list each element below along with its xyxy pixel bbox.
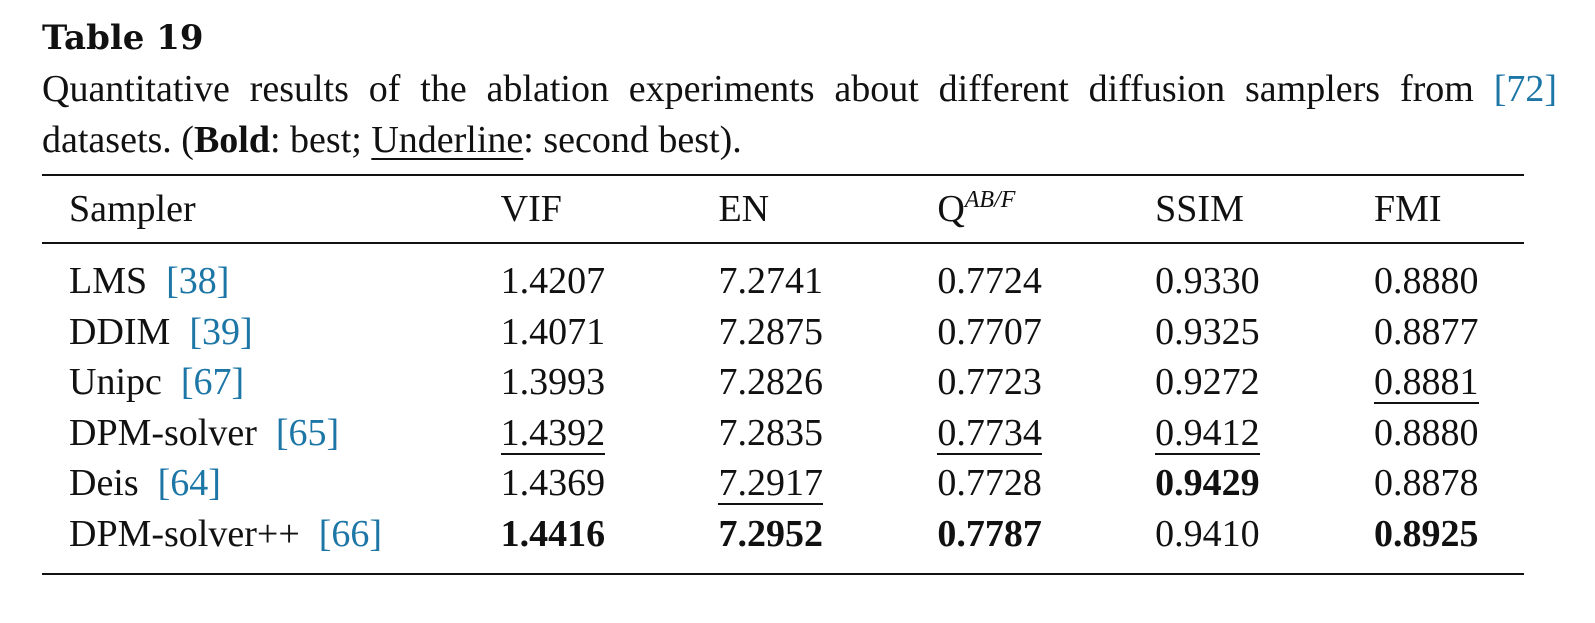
header-en: EN: [718, 188, 770, 230]
fmi-cell: 0.8881: [1374, 357, 1524, 408]
caption-bold-word: Bold: [193, 119, 270, 161]
sampler-cell: LMS [38]: [42, 243, 501, 307]
qabf-cell: 0.7728: [937, 462, 1042, 505]
sampler-citation[interactable]: [65]: [275, 411, 340, 454]
vif-cell: 1.4369: [500, 462, 606, 505]
fmi-cell: 0.8880: [1374, 260, 1479, 303]
en-cell: 7.2917: [718, 458, 937, 509]
sampler-name: DPM-solver++: [69, 512, 300, 555]
sampler-citation[interactable]: [67]: [180, 361, 245, 404]
caption-citation[interactable]: [72]: [1493, 68, 1557, 110]
en-cell: 7.2875: [718, 310, 823, 353]
best-value: 0.9429: [1155, 462, 1260, 505]
table-row: DDIM [39] 1.4071 7.2875 0.7707 0.9325 0.…: [42, 307, 1524, 358]
sampler-name: Deis: [69, 462, 139, 505]
sampler-citation[interactable]: [38]: [166, 260, 230, 303]
caption-text: : best;: [270, 119, 372, 161]
table-figure: Table 19 Quantitative results of the abl…: [42, 14, 1557, 574]
ssim-cell: 0.9429: [1155, 458, 1374, 509]
fmi-cell: 0.8877: [1374, 310, 1479, 353]
ssim-cell: 0.9272: [1155, 361, 1260, 404]
table-caption: Quantitative results of the ablation exp…: [42, 64, 1557, 166]
qabf-cell: 0.7787: [937, 509, 1155, 575]
vif-cell: 1.4071: [500, 310, 606, 353]
header-row: Sampler VIF EN QAB/F SSIM FMI: [42, 175, 1524, 243]
ssim-cell: 0.9325: [1155, 310, 1260, 353]
en-cell: 7.2826: [718, 361, 823, 404]
caption-text: : second best).: [523, 119, 742, 161]
vif-cell: 1.4207: [500, 260, 606, 303]
sampler-citation[interactable]: [39]: [189, 310, 253, 353]
table-row: LMS [38] 1.4207 7.2741 0.7724 0.9330 0.8…: [42, 243, 1524, 307]
vif-cell: 1.4392: [500, 408, 719, 459]
en-cell: 7.2741: [718, 260, 823, 303]
best-value: 0.8925: [1374, 512, 1479, 555]
sampler-name: DDIM: [69, 310, 171, 353]
en-cell: 7.2835: [718, 411, 823, 454]
second-best-value: 0.7734: [937, 411, 1042, 455]
header-fmi: FMI: [1374, 188, 1442, 230]
best-value: 7.2952: [718, 512, 823, 555]
en-cell: 7.2952: [718, 509, 937, 575]
caption-text: datasets. (: [42, 119, 194, 161]
table-row: DPM-solver [65] 1.4392 7.2835 0.7734 0.9…: [42, 408, 1524, 459]
table-row: Unipc [67] 1.3993 7.2826 0.7723 0.9272 0…: [42, 357, 1524, 408]
fmi-cell: 0.8880: [1374, 411, 1479, 454]
header-q-superscript: AB/F: [964, 187, 1016, 213]
second-best-value: 0.9412: [1155, 411, 1260, 455]
sampler-name: DPM-solver: [69, 411, 257, 454]
sampler-cell: DPM-solver [65]: [42, 408, 501, 459]
table-row: Deis [64] 1.4369 7.2917 0.7728 0.9429 0.…: [42, 458, 1524, 509]
second-best-value: 1.4392: [500, 411, 606, 455]
caption-text: Quantitative results of the ablation exp…: [42, 68, 1494, 110]
qabf-cell: 0.7723: [937, 361, 1042, 404]
sampler-citation[interactable]: [66]: [318, 512, 383, 555]
sampler-citation[interactable]: [64]: [157, 462, 221, 505]
vif-cell: 1.4416: [501, 509, 719, 575]
fmi-cell: 0.8878: [1374, 462, 1479, 505]
header-qabf: QAB/F: [937, 175, 1155, 243]
sampler-cell: DDIM [39]: [42, 307, 501, 358]
sampler-cell: DPM-solver++ [66]: [42, 509, 501, 575]
ssim-cell: 0.9330: [1155, 260, 1260, 303]
header-q-base: Q: [937, 188, 965, 230]
fmi-cell: 0.8925: [1374, 509, 1524, 575]
header-vif: VIF: [500, 188, 562, 230]
second-best-value: 0.8881: [1374, 361, 1479, 405]
table-title: Table 19: [42, 18, 204, 58]
qabf-cell: 0.7707: [937, 310, 1042, 353]
ssim-cell: 0.9412: [1155, 408, 1374, 459]
caption-underline-word: Underline: [371, 119, 524, 161]
results-table: Sampler VIF EN QAB/F SSIM FMI LMS [38] 1…: [42, 174, 1524, 575]
vif-cell: 1.3993: [500, 361, 606, 404]
qabf-cell: 0.7724: [937, 260, 1042, 303]
best-value: 0.7787: [937, 512, 1042, 555]
sampler-cell: Unipc [67]: [42, 357, 501, 408]
best-value: 1.4416: [500, 512, 606, 555]
qabf-cell: 0.7734: [937, 408, 1155, 459]
header-ssim: SSIM: [1155, 188, 1244, 230]
sampler-name: LMS: [69, 260, 148, 303]
ssim-cell: 0.9410: [1155, 512, 1260, 555]
second-best-value: 7.2917: [718, 462, 823, 506]
sampler-name: Unipc: [69, 361, 162, 404]
sampler-cell: Deis [64]: [42, 458, 501, 509]
table-row: DPM-solver++ [66] 1.4416 7.2952 0.7787 0…: [42, 509, 1524, 575]
header-sampler: Sampler: [69, 188, 196, 230]
